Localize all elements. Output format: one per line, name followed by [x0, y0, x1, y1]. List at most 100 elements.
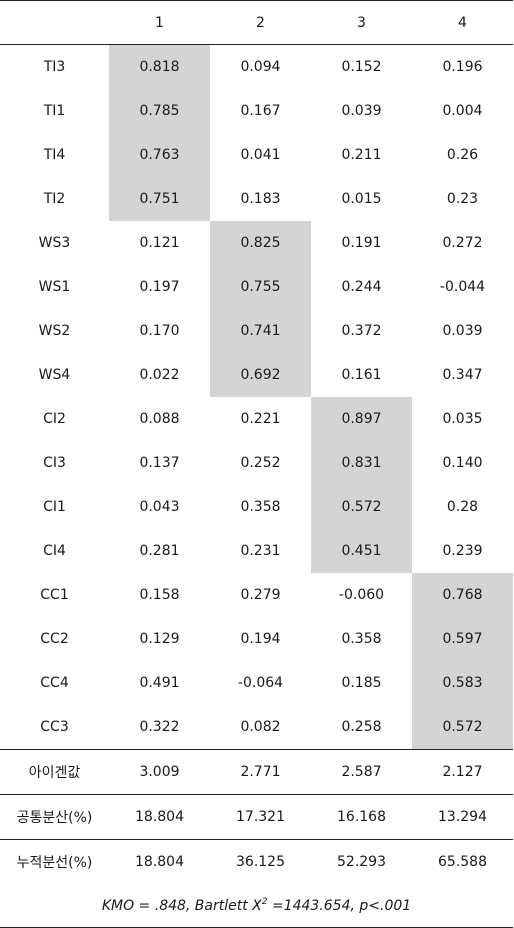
loading-cell: 0.140: [442, 455, 483, 471]
table-row: TI3 0.818 0.094 0.152 0.196: [0, 44, 513, 89]
row-label: CC4: [40, 675, 69, 691]
summary-cell: 2.127: [412, 749, 513, 795]
table-row: WS4 0.022 0.692 0.161 0.347: [0, 353, 513, 397]
loading-cell: 0.039: [341, 103, 382, 119]
loading-cell: 0.347: [442, 367, 483, 383]
loading-cell: 0.158: [139, 587, 180, 603]
summary-label: 누적분선(%): [0, 839, 109, 884]
loading-cell: 0.161: [341, 367, 382, 383]
loading-cell: 0.170: [139, 323, 180, 339]
table-row: WS1 0.197 0.755 0.244 -0.044: [0, 265, 513, 309]
loading-cell: 0.279: [240, 587, 281, 603]
loading-cell: 0.129: [139, 631, 180, 647]
factor-header-3: 3: [311, 0, 412, 45]
loading-cell: 0.23: [446, 191, 479, 207]
row-label: TI2: [43, 191, 66, 207]
loading-cell: 0.197: [139, 279, 180, 295]
loading-cell: 0.597: [412, 617, 513, 661]
loading-cell: 0.121: [139, 235, 180, 251]
loading-cell: 0.26: [446, 147, 479, 163]
loading-cell: 0.221: [240, 411, 281, 427]
row-label: TI4: [43, 147, 66, 163]
header-row: 1 2 3 4: [0, 0, 513, 45]
table-row: CC1 0.158 0.279 -0.060 0.768: [0, 573, 513, 617]
loading-cell: 0.572: [412, 705, 513, 750]
row-label: TI3: [43, 59, 66, 75]
summary-label: 아이겐값: [0, 749, 109, 795]
summary-rows: 아이겐값 3.009 2.771 2.587 2.127 공통분산(%) 18.804 17.…: [0, 749, 513, 884]
loading-cell: 0.041: [240, 147, 281, 163]
table-row: TI4 0.763 0.041 0.211 0.26: [0, 133, 513, 177]
loading-cell: 0.755: [210, 265, 311, 309]
row-label: WS1: [38, 279, 71, 295]
loading-cell: 0.088: [139, 411, 180, 427]
table-row: TI1 0.785 0.167 0.039 0.004: [0, 89, 513, 133]
loading-cell: 0.825: [210, 221, 311, 265]
summary-cell: 18.804: [109, 839, 210, 884]
row-label: CI3: [43, 455, 66, 471]
table-row: TI2 0.751 0.183 0.015 0.23: [0, 177, 513, 221]
table-row: CC4 0.491 -0.064 0.185 0.583: [0, 661, 513, 705]
row-label: CI1: [43, 499, 66, 515]
loading-cell: 0.231: [240, 543, 281, 559]
summary-cell: 13.294: [412, 794, 513, 840]
factor-header-2: 2: [210, 0, 311, 45]
table-row: CI1 0.043 0.358 0.572 0.28: [0, 485, 513, 529]
loading-cell: 0.183: [240, 191, 281, 207]
summary-row: 누적분선(%) 18.804 36.125 52.293 65.588: [0, 839, 513, 884]
footnote: KMO = .848, Bartlett X2 =1443.654, p<.00…: [0, 884, 513, 928]
loading-cell: 0.272: [442, 235, 483, 251]
summary-cell: 17.321: [210, 794, 311, 840]
loading-cell: 0.244: [341, 279, 382, 295]
factor-header-1: 1: [109, 0, 210, 45]
loading-cell: 0.252: [240, 455, 281, 471]
loading-cell: 0.322: [139, 719, 180, 735]
table-row: CI3 0.137 0.252 0.831 0.140: [0, 441, 513, 485]
table-row: CC3 0.322 0.082 0.258 0.572: [0, 705, 513, 750]
footnote-row: KMO = .848, Bartlett X2 =1443.654, p<.00…: [0, 884, 513, 928]
row-label: WS4: [38, 367, 71, 383]
loading-cell: 0.491: [139, 675, 180, 691]
loading-cell: 0.094: [240, 59, 281, 75]
footnote-superscript: 2: [261, 896, 268, 907]
row-label: CC3: [40, 719, 69, 735]
summary-row: 공통분산(%) 18.804 17.321 16.168 13.294: [0, 794, 513, 840]
row-label: CI2: [43, 411, 66, 427]
loading-cell: 0.818: [109, 44, 210, 89]
loading-cell: 0.785: [109, 89, 210, 133]
loading-cell: 0.28: [446, 499, 479, 515]
loading-cell: 0.358: [240, 499, 281, 515]
loading-cell: 0.831: [311, 441, 412, 485]
loading-cell: 0.015: [341, 191, 382, 207]
summary-cell: 2.587: [311, 749, 412, 795]
summary-cell: 16.168: [311, 794, 412, 840]
table-row: WS2 0.170 0.741 0.372 0.039: [0, 309, 513, 353]
summary-cell: 65.588: [412, 839, 513, 884]
loading-cell: -0.060: [338, 587, 385, 603]
loading-cell: 0.741: [210, 309, 311, 353]
corner-cell: [0, 0, 109, 45]
loading-cell: 0.082: [240, 719, 281, 735]
table-row: CI4 0.281 0.231 0.451 0.239: [0, 529, 513, 573]
loading-cell: 0.004: [442, 103, 483, 119]
loading-cell: 0.137: [139, 455, 180, 471]
loading-cell: 0.035: [442, 411, 483, 427]
summary-cell: 3.009: [109, 749, 210, 795]
loading-cell: 0.194: [240, 631, 281, 647]
loading-cell: 0.897: [311, 397, 412, 441]
loading-cell: 0.451: [311, 529, 412, 573]
summary-cell: 18.804: [109, 794, 210, 840]
table-row: CI2 0.088 0.221 0.897 0.035: [0, 397, 513, 441]
summary-cell: 2.771: [210, 749, 311, 795]
loading-cell: 0.281: [139, 543, 180, 559]
summary-label: 공통분산(%): [0, 794, 109, 840]
loading-cell: 0.768: [412, 573, 513, 617]
loading-cell: 0.583: [412, 661, 513, 705]
row-label: TI1: [43, 103, 66, 119]
summary-row: 아이겐값 3.009 2.771 2.587 2.127: [0, 749, 513, 795]
loading-cell: 0.572: [311, 485, 412, 529]
loading-cell: 0.751: [109, 177, 210, 221]
loading-cell: 0.039: [442, 323, 483, 339]
row-label: CC2: [40, 631, 69, 647]
